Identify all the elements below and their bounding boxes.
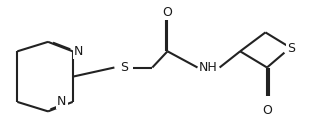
- Text: O: O: [162, 6, 173, 19]
- Text: N: N: [57, 95, 67, 108]
- Text: S: S: [287, 42, 295, 55]
- Text: NH: NH: [199, 61, 218, 74]
- Text: S: S: [120, 61, 128, 74]
- Text: O: O: [262, 104, 272, 117]
- Text: N: N: [74, 45, 83, 58]
